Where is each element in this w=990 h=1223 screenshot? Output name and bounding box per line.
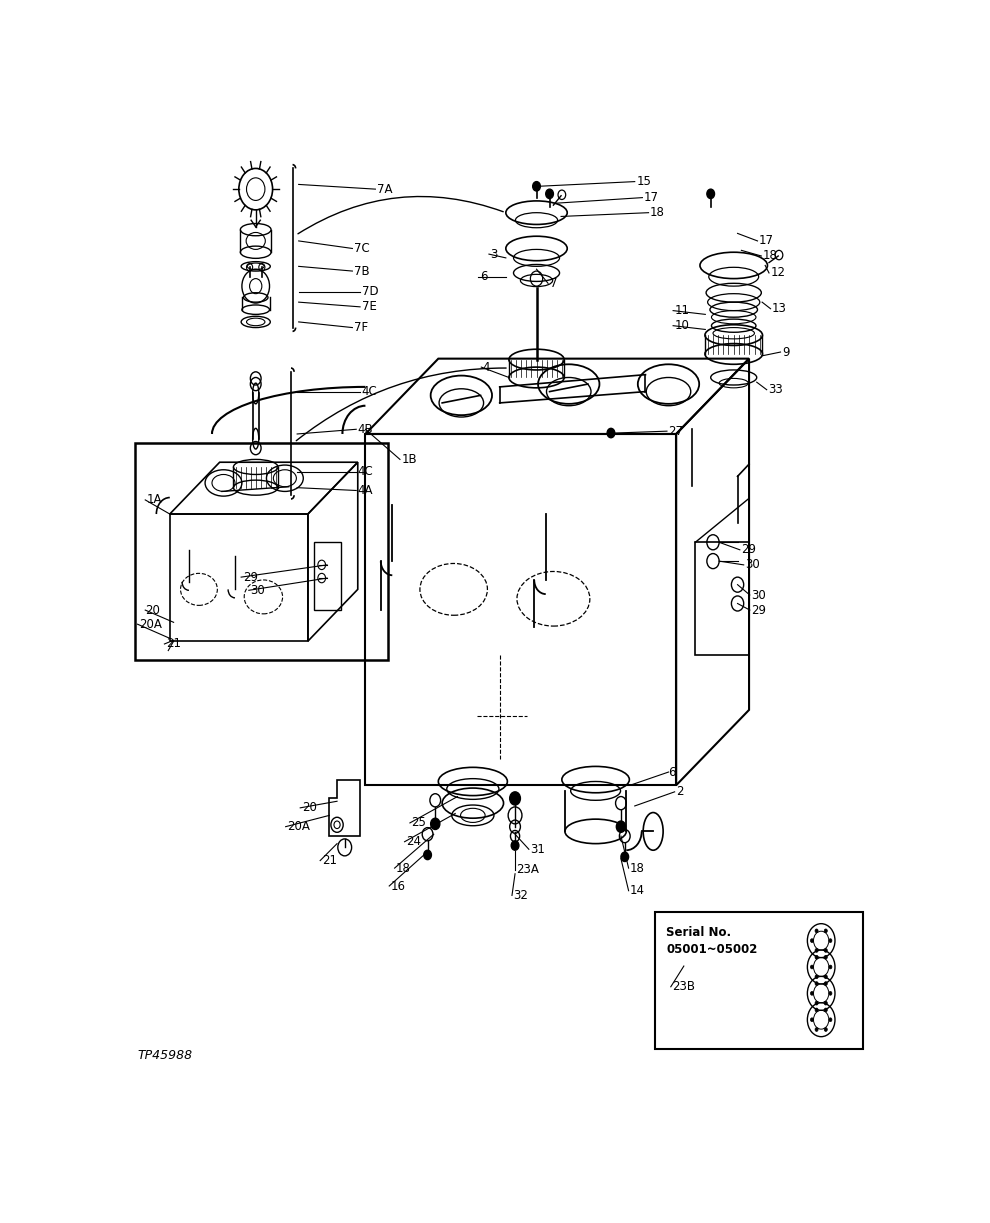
Circle shape [510,791,521,805]
Text: 6: 6 [668,766,676,779]
Text: 6: 6 [480,270,487,284]
Circle shape [545,190,553,198]
Text: 10: 10 [674,319,689,333]
Text: 13: 13 [772,302,787,316]
Text: 4C: 4C [361,385,377,399]
Text: 14: 14 [630,884,645,898]
Circle shape [815,975,818,978]
Text: 33: 33 [768,383,783,396]
Text: 25: 25 [412,817,427,829]
Circle shape [829,992,832,996]
Text: 16: 16 [391,879,406,893]
Text: 4: 4 [483,361,490,373]
Text: 9: 9 [782,346,790,358]
Circle shape [825,1002,828,1005]
Text: 7D: 7D [361,285,378,298]
Bar [654,912,863,1049]
Circle shape [511,840,519,850]
Text: 7E: 7E [361,301,376,313]
Text: 7F: 7F [353,322,368,334]
Circle shape [825,949,828,953]
Text: TP45988: TP45988 [138,1049,193,1062]
Text: 3: 3 [490,247,498,260]
Text: 17: 17 [759,235,774,247]
Text: 20: 20 [146,604,160,616]
Text: 18: 18 [630,862,645,874]
Text: 7: 7 [549,276,557,290]
Circle shape [811,965,814,969]
Circle shape [431,818,440,829]
Circle shape [621,852,629,861]
Text: 7C: 7C [353,242,369,254]
Text: 4A: 4A [357,484,373,497]
Circle shape [825,975,828,978]
Text: 20: 20 [302,801,317,815]
Text: 29: 29 [742,543,756,556]
Circle shape [815,955,818,959]
Circle shape [811,939,814,943]
Circle shape [815,929,818,933]
Bar [695,542,749,656]
Bar [136,444,388,660]
Text: 24: 24 [406,835,421,849]
Circle shape [607,428,615,438]
Circle shape [815,1002,818,1005]
Text: 21: 21 [166,637,181,651]
Text: 1B: 1B [402,453,417,466]
Circle shape [825,955,828,959]
Circle shape [825,1008,828,1011]
Text: 21: 21 [322,854,337,867]
Text: 30: 30 [250,583,265,597]
Circle shape [617,821,626,833]
Circle shape [815,1008,818,1011]
Text: 29: 29 [243,571,257,583]
Text: 1A: 1A [147,493,162,506]
Text: 30: 30 [751,588,766,602]
Circle shape [825,982,828,986]
Text: 23B: 23B [672,981,695,993]
Text: 18: 18 [650,207,665,219]
Circle shape [829,939,832,943]
Text: Serial No.
05001~05002: Serial No. 05001~05002 [666,927,757,956]
Text: 17: 17 [644,191,659,204]
Text: 32: 32 [514,889,529,901]
Text: 27: 27 [668,424,683,438]
Circle shape [815,1027,818,1031]
Circle shape [815,949,818,953]
Text: 20A: 20A [287,821,310,833]
Circle shape [533,181,541,191]
Text: 7A: 7A [377,182,392,196]
Circle shape [811,1018,814,1021]
Circle shape [707,190,715,198]
Text: 23A: 23A [517,863,540,877]
Text: 4C: 4C [357,465,373,478]
Circle shape [815,982,818,986]
Text: 12: 12 [770,267,785,279]
Text: 7B: 7B [353,264,369,278]
Text: 29: 29 [751,604,766,616]
Text: 15: 15 [637,175,651,188]
Text: 11: 11 [674,305,690,317]
Bar [314,542,341,610]
Circle shape [811,992,814,996]
Circle shape [829,1018,832,1021]
Circle shape [829,965,832,969]
Text: 20A: 20A [139,618,162,631]
Circle shape [424,850,432,860]
Circle shape [825,929,828,933]
Text: 2: 2 [676,785,684,799]
Text: 31: 31 [531,843,545,856]
Text: 30: 30 [745,559,760,571]
Text: 18: 18 [396,862,411,874]
Text: 4B: 4B [357,423,373,435]
Circle shape [825,1027,828,1031]
Text: 18: 18 [763,249,778,263]
